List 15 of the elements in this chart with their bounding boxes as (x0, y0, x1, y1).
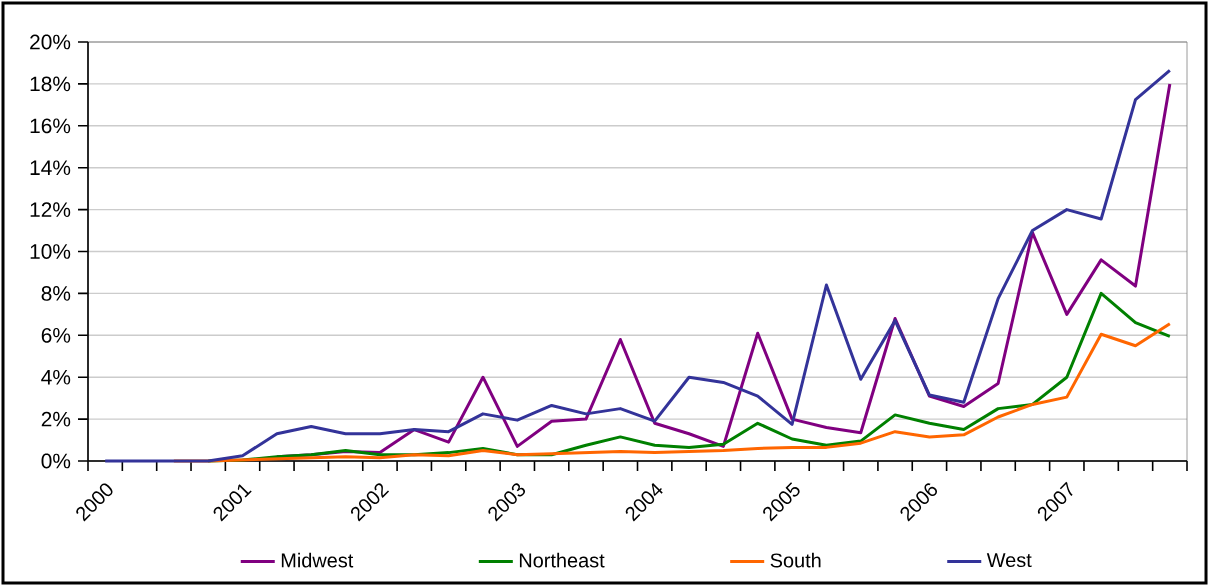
legend-label: Midwest (281, 552, 354, 568)
legend-label: Northeast (519, 552, 605, 568)
legend-label: West (986, 553, 1032, 568)
y-tick-label: 8% (41, 286, 71, 301)
y-tick-label: 14% (30, 160, 71, 176)
legend-label: South (770, 552, 821, 568)
y-tick-label: 16% (30, 118, 71, 134)
y-tick-label: 12% (30, 202, 71, 217)
y-tick-label: 20% (30, 34, 71, 50)
y-tick-label: 4% (41, 369, 71, 385)
y-tick-label: 10% (30, 244, 71, 259)
y-tick-label: 0% (41, 453, 71, 469)
y-tick-label: 6% (41, 327, 71, 343)
y-tick-label: 18% (30, 76, 71, 92)
y-tick-label: 2% (41, 411, 71, 427)
